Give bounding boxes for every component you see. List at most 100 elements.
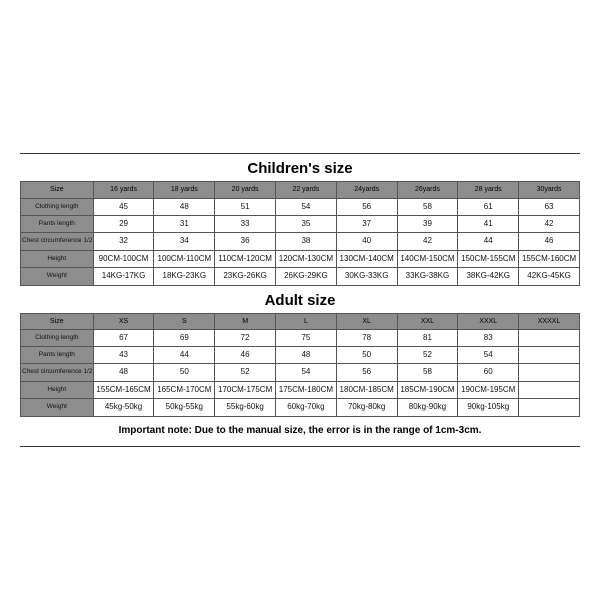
- col-30: 30yards: [519, 182, 580, 198]
- cell: 56: [336, 198, 397, 215]
- cell: 100CM-110CM: [154, 250, 215, 267]
- cell: 55kg-60kg: [215, 399, 276, 416]
- cell: 56: [336, 364, 397, 381]
- row-label: Height: [21, 381, 94, 398]
- cell: 45: [93, 198, 154, 215]
- table-row: Clothing length 67 69 72 75 78 81 83: [21, 329, 580, 346]
- cell: 44: [154, 346, 215, 363]
- cell: 29: [93, 215, 154, 232]
- cell: 32: [93, 233, 154, 250]
- cell: 51: [215, 198, 276, 215]
- cell: 52: [215, 364, 276, 381]
- row-label: Pants length: [21, 215, 94, 232]
- cell: 90CM-100CM: [93, 250, 154, 267]
- cell: 14KG-17KG: [93, 268, 154, 285]
- cell: 78: [336, 329, 397, 346]
- cell: 30KG-33KG: [336, 268, 397, 285]
- cell: 190CM-195CM: [458, 381, 519, 398]
- cell: [519, 399, 580, 416]
- cell: 80kg-90kg: [397, 399, 458, 416]
- cell: 54: [276, 364, 337, 381]
- important-note: Important note: Due to the manual size, …: [20, 417, 580, 446]
- cell: 50kg-55kg: [154, 399, 215, 416]
- cell: 58: [397, 198, 458, 215]
- cell: 33: [215, 215, 276, 232]
- col-xxxl: XXXL: [458, 313, 519, 329]
- cell: 155CM-160CM: [519, 250, 580, 267]
- cell: 170CM-175CM: [215, 381, 276, 398]
- row-label: Clothing length: [21, 329, 94, 346]
- col-xxl: XXL: [397, 313, 458, 329]
- col-xxxxl: XXXXL: [519, 313, 580, 329]
- cell: 39: [397, 215, 458, 232]
- cell: 90kg-105kg: [458, 399, 519, 416]
- cell: 46: [519, 233, 580, 250]
- col-size: Size: [21, 182, 94, 198]
- cell: 50: [154, 364, 215, 381]
- cell: 52: [397, 346, 458, 363]
- col-l: L: [276, 313, 337, 329]
- cell: 165CM-170CM: [154, 381, 215, 398]
- cell: 63: [519, 198, 580, 215]
- col-28: 28 yards: [458, 182, 519, 198]
- cell: 45kg-50kg: [93, 399, 154, 416]
- row-label: Weight: [21, 399, 94, 416]
- cell: 36: [215, 233, 276, 250]
- cell: 61: [458, 198, 519, 215]
- cell: 185CM-190CM: [397, 381, 458, 398]
- table-row: Weight 45kg-50kg 50kg-55kg 55kg-60kg 60k…: [21, 399, 580, 416]
- row-label: Height: [21, 250, 94, 267]
- cell: 43: [93, 346, 154, 363]
- cell: 23KG-26KG: [215, 268, 276, 285]
- cell: 140CM-150CM: [397, 250, 458, 267]
- col-m: M: [215, 313, 276, 329]
- cell: 26KG-29KG: [276, 268, 337, 285]
- cell: 120CM-130CM: [276, 250, 337, 267]
- cell: 33KG-38KG: [397, 268, 458, 285]
- cell: 75: [276, 329, 337, 346]
- cell: 41: [458, 215, 519, 232]
- children-table: Size 16 yards 18 yards 20 yards 22 yards…: [20, 181, 580, 285]
- cell: 150CM-155CM: [458, 250, 519, 267]
- adult-table: Size XS S M L XL XXL XXXL XXXXL Clothing…: [20, 313, 580, 417]
- children-header-row: Size 16 yards 18 yards 20 yards 22 yards…: [21, 182, 580, 198]
- col-16: 16 yards: [93, 182, 154, 198]
- col-size: Size: [21, 313, 94, 329]
- cell: 38KG-42KG: [458, 268, 519, 285]
- table-row: Height 155CM-165CM 165CM-170CM 170CM-175…: [21, 381, 580, 398]
- col-24: 24yards: [336, 182, 397, 198]
- table-row: Pants length 29 31 33 35 37 39 41 42: [21, 215, 580, 232]
- row-label: Chest circumference 1/2: [21, 233, 94, 250]
- row-label: Clothing length: [21, 198, 94, 215]
- col-18: 18 yards: [154, 182, 215, 198]
- cell: 40: [336, 233, 397, 250]
- cell: 83: [458, 329, 519, 346]
- cell: 175CM-180CM: [276, 381, 337, 398]
- cell: 37: [336, 215, 397, 232]
- cell: 48: [93, 364, 154, 381]
- col-s: S: [154, 313, 215, 329]
- col-xl: XL: [336, 313, 397, 329]
- col-22: 22 yards: [276, 182, 337, 198]
- adult-header-row: Size XS S M L XL XXL XXXL XXXXL: [21, 313, 580, 329]
- cell: 18KG-23KG: [154, 268, 215, 285]
- cell: 35: [276, 215, 337, 232]
- cell: 60kg-70kg: [276, 399, 337, 416]
- table-row: Chest circumference 1/2 32 34 36 38 40 4…: [21, 233, 580, 250]
- cell: 155CM-165CM: [93, 381, 154, 398]
- row-label: Chest circumference 1/2: [21, 364, 94, 381]
- table-row: Clothing length 45 48 51 54 56 58 61 63: [21, 198, 580, 215]
- cell: [519, 346, 580, 363]
- cell: 60: [458, 364, 519, 381]
- cell: 46: [215, 346, 276, 363]
- cell: 54: [458, 346, 519, 363]
- cell: 38: [276, 233, 337, 250]
- cell: [519, 329, 580, 346]
- table-row: Height 90CM-100CM 100CM-110CM 110CM-120C…: [21, 250, 580, 267]
- cell: 81: [397, 329, 458, 346]
- row-label: Pants length: [21, 346, 94, 363]
- table-row: Pants length 43 44 46 48 50 52 54: [21, 346, 580, 363]
- col-xs: XS: [93, 313, 154, 329]
- children-title: Children's size: [20, 154, 580, 181]
- cell: 180CM-185CM: [336, 381, 397, 398]
